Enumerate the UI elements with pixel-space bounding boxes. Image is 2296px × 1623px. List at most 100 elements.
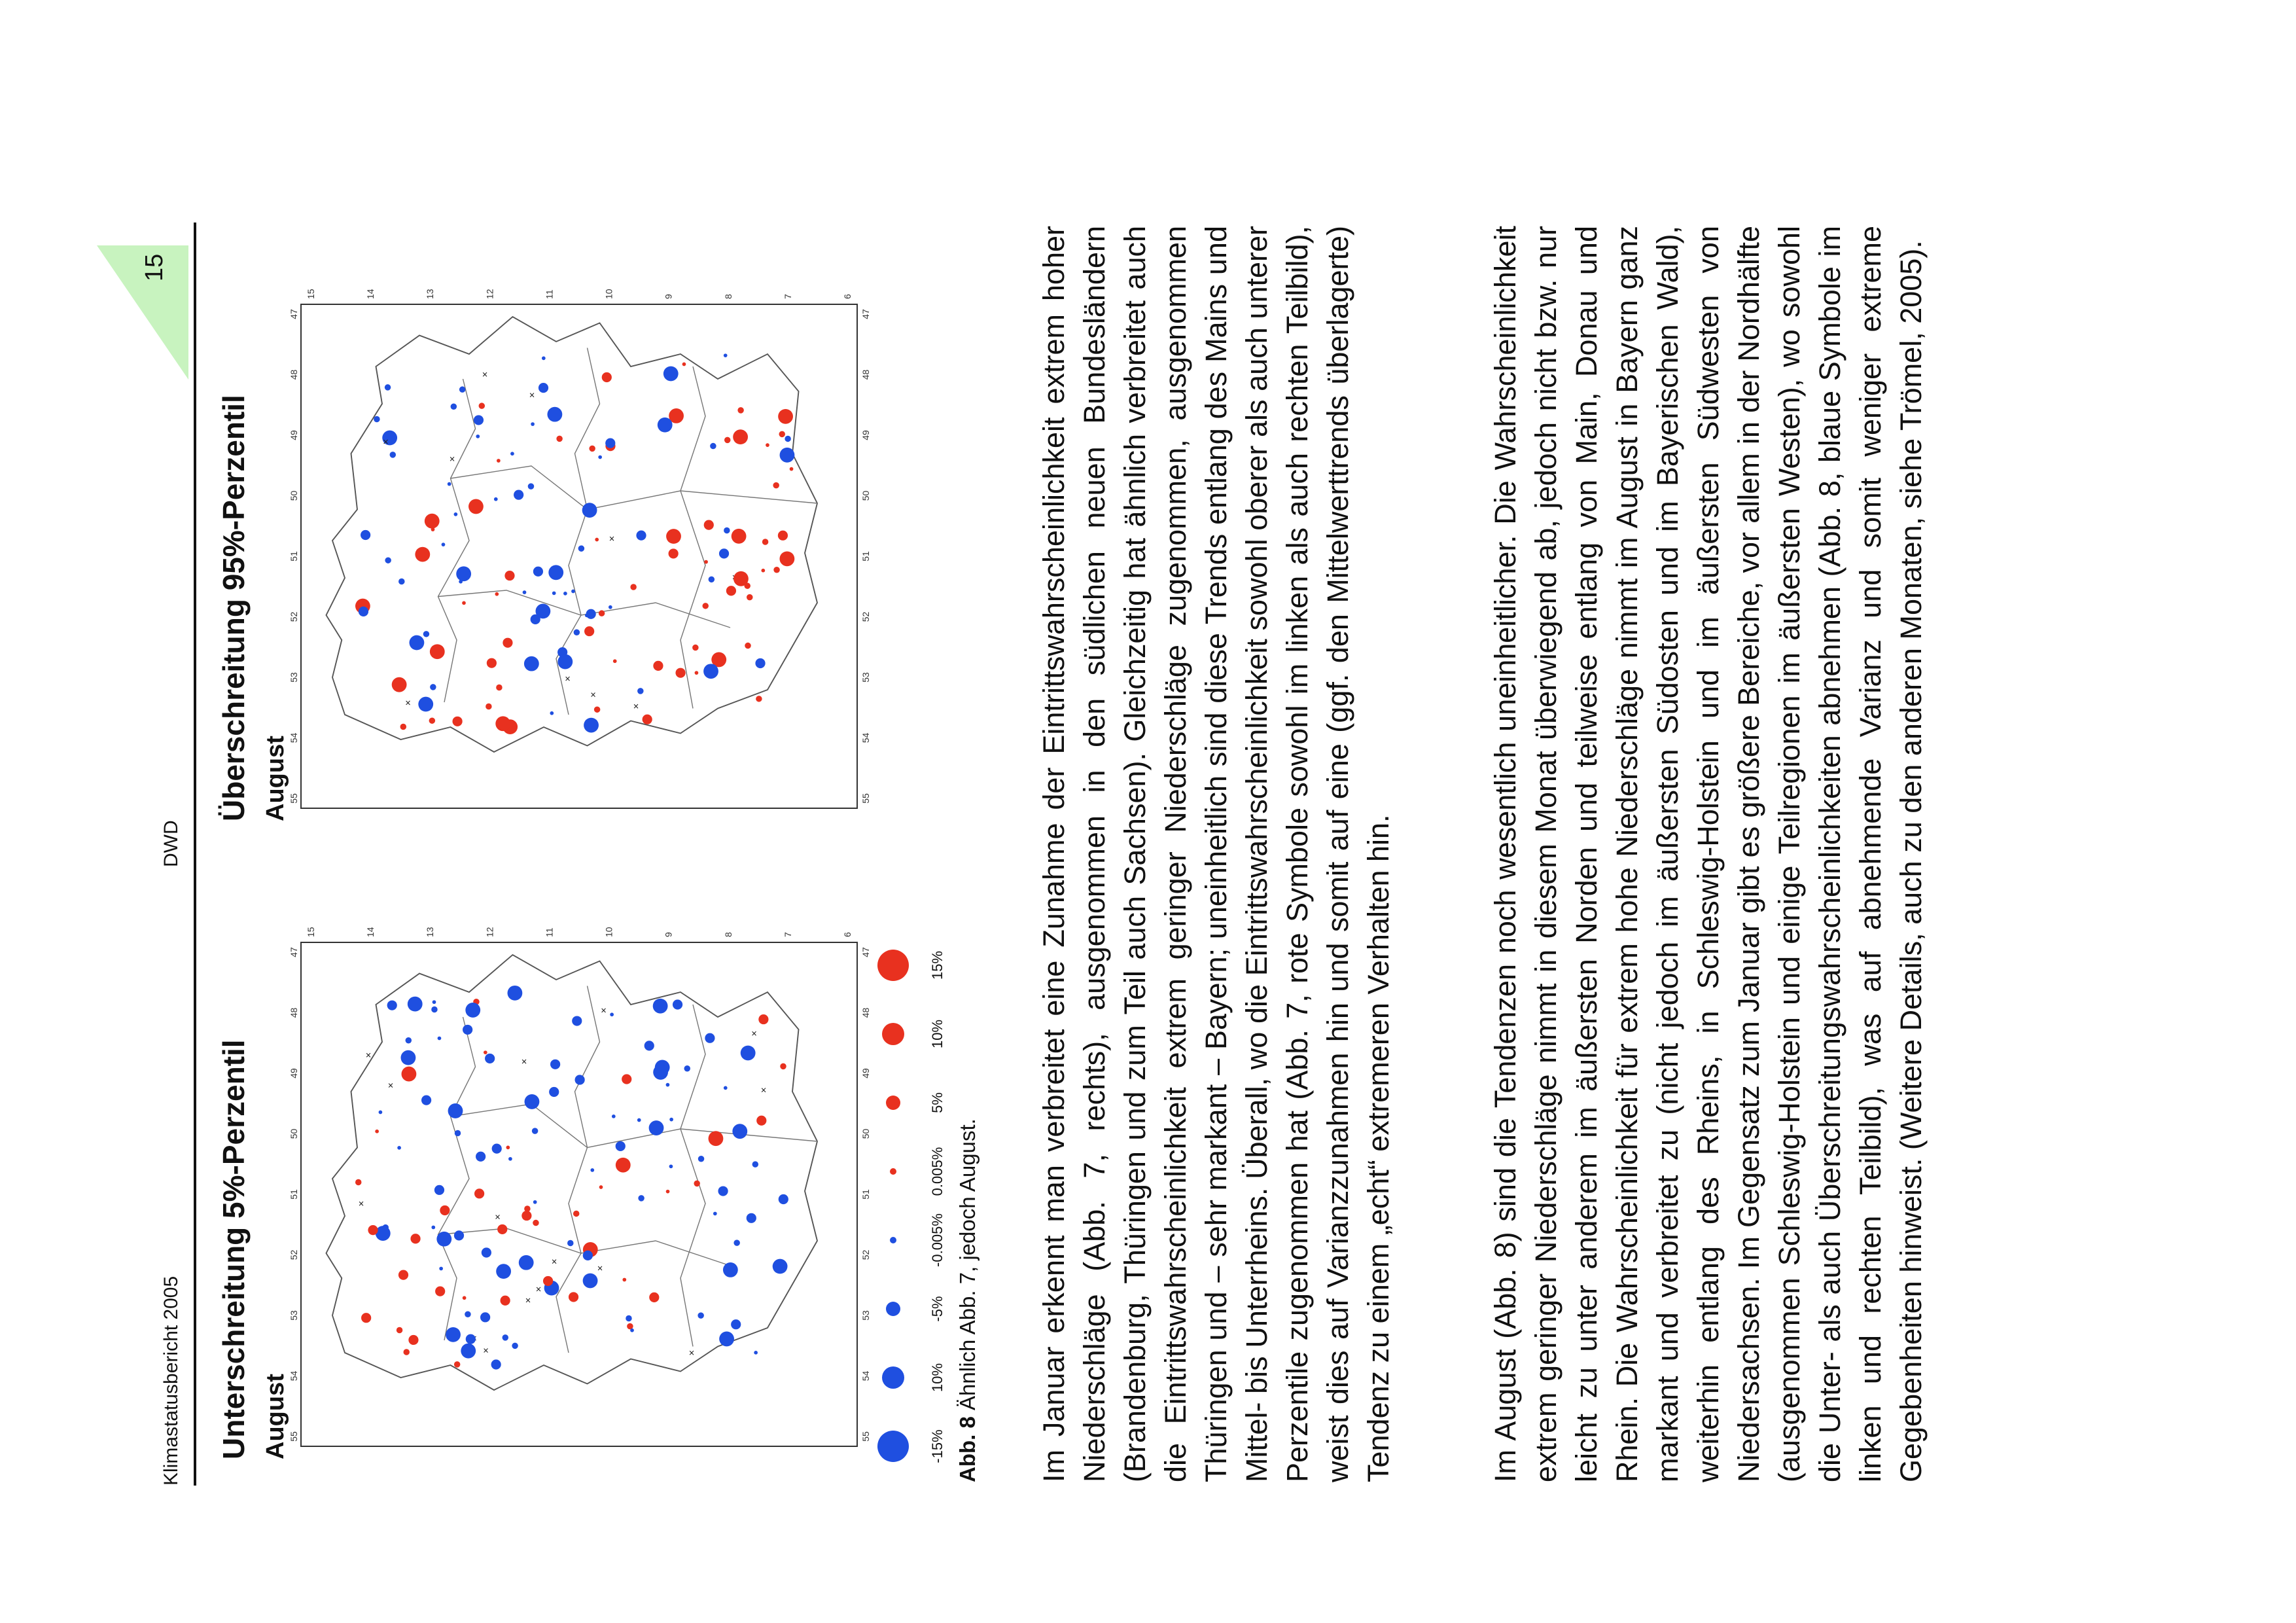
station-decrease-dot [746,1213,756,1223]
station-increase-dot [453,1361,461,1368]
station-decrease-dot [502,1334,509,1341]
station-increase-dot [483,1050,487,1055]
station-decrease-dot [722,1262,738,1277]
station-decrease-dot [456,566,472,582]
station-decrease-dot [780,1261,786,1268]
station-increase-dot [361,1313,372,1323]
longitude-tick-label: 8 [723,294,733,299]
station-increase-dot [653,660,663,671]
station-decrease-dot [510,452,514,456]
page-corner-triangle [97,245,188,380]
station-increase-dot [692,644,699,651]
latitude-tick-label: 53 [860,672,871,683]
station-increase-dot [766,443,769,447]
germany-station-map: 55 55 54 54 53 53 52 52 51 51 50 50 49 49 48 48 47 47 6 7 8 9… [289,927,871,1447]
station-decrease-dot [508,1156,512,1161]
station-increase-dot [401,1066,417,1082]
latitude-tick-label: 54 [289,733,299,743]
no-trend-marker: × [402,700,414,705]
station-decrease-dot [638,1195,645,1202]
station-increase-dot [410,1234,421,1244]
station-decrease-dot [574,1075,585,1085]
station-decrease-dot [432,1000,436,1005]
latitude-tick-label: 49 [289,1068,299,1079]
header-rule [194,223,196,1486]
station-decrease-dot [423,631,430,637]
station-increase-dot [503,637,513,648]
station-decrease-dot [669,1164,673,1169]
station-decrease-dot [459,579,463,584]
station-decrease-dot [533,1200,537,1204]
longitude-tick-label: 11 [544,289,554,299]
station-increase-dot [779,551,795,567]
station-increase-dot [521,1210,532,1221]
legend-symbol [886,1096,900,1110]
latitude-tick-label: 49 [289,430,299,440]
station-decrease-dot [778,1194,788,1205]
station-increase-dot [745,642,751,649]
station-increase-dot [495,592,499,596]
longitude-tick-label: 10 [604,289,614,299]
station-decrease-dot [473,415,484,425]
station-decrease-dot [657,417,673,433]
station-decrease-dot [636,530,646,541]
station-increase-dot [440,1205,450,1216]
station-decrease-dot [567,1240,574,1247]
legend-label: 15% [929,951,945,980]
station-decrease-dot [409,635,425,651]
station-increase-dot [589,445,595,452]
legend-label: 0.005% [929,1147,945,1196]
longitude-tick-label: 13 [425,289,435,299]
legend-symbol [890,1168,896,1175]
longitude-tick-label: 12 [484,927,495,937]
station-increase-dot [593,706,601,713]
station-decrease-dot [430,684,436,690]
station-decrease-dot [571,589,575,594]
station-decrease-dot [653,1065,669,1080]
latitude-tick-label: 48 [860,370,871,380]
map-title: Unterschreitung 5%-Perzentil [217,1039,251,1459]
longitude-tick-label: 13 [425,927,435,937]
map-title: Überschreitung 95%-Perzentil [217,395,251,821]
river-basin-boundary [680,1004,706,1347]
station-increase-dot [429,717,436,724]
longitude-tick-label: 12 [484,289,495,299]
station-decrease-dot [584,613,589,618]
legend-label: -15% [929,1429,945,1463]
station-increase-dot [584,626,595,637]
station-decrease-dot [740,1045,756,1061]
figure-label: Abb. 8 [955,1416,980,1482]
latitude-tick-label: 52 [860,1250,871,1260]
no-trend-marker: × [480,1347,491,1353]
station-decrease-dot [541,356,546,361]
station-increase-dot [500,1295,510,1306]
station-increase-dot [778,408,793,424]
station-decrease-dot [496,1264,512,1279]
no-trend-marker: × [363,1052,374,1058]
station-decrease-dot [431,1006,438,1013]
station-increase-dot [355,1179,362,1186]
river-basin-boundary [450,1103,818,1149]
station-decrease-dot [719,1331,734,1347]
station-increase-dot [497,1224,508,1235]
station-increase-dot [682,362,686,366]
latitude-tick-label: 49 [860,430,871,440]
station-decrease-dot [755,658,766,669]
longitude-tick-label: 7 [783,932,793,937]
latitude-tick-label: 52 [860,612,871,622]
latitude-tick-label: 47 [860,947,871,957]
station-increase-dot [704,560,708,564]
station-decrease-dot [480,1312,491,1323]
latitude-tick-label: 47 [289,947,299,957]
station-decrease-dot [533,566,544,577]
station-decrease-dot [598,455,603,459]
station-decrease-dot [718,1186,728,1196]
station-decrease-dot [590,1168,595,1172]
station-increase-dot [694,671,699,675]
legend-label: 10% [929,1363,945,1392]
river-basin-boundary [556,986,601,1353]
station-decrease-dot [437,1036,442,1041]
legend-symbol [877,950,909,981]
station-increase-dot [665,1189,670,1194]
station-decrease-dot [361,529,371,541]
